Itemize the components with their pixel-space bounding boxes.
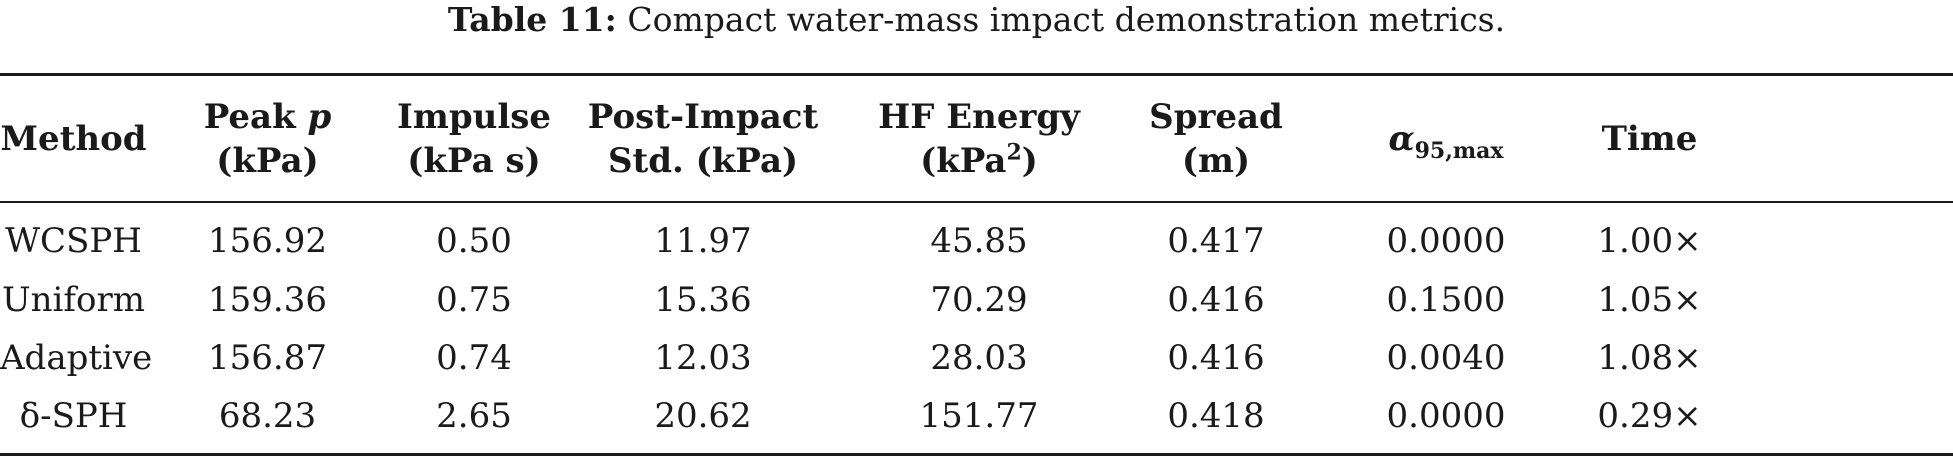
cell-spread: 0.418 (1167, 396, 1265, 436)
header-spread: Spread (m) (1149, 96, 1283, 181)
table-row: WCSPH 156.92 0.50 11.97 45.85 0.417 0.00… (0, 201, 1953, 271)
cell-alpha-max: 0.0000 (1386, 221, 1506, 261)
cell-alpha-max: 0.0040 (1386, 338, 1506, 378)
cell-time: 1.08× (1597, 338, 1702, 378)
header-row: Method Peak p (kPa) Impulse (kPa s) Post… (0, 76, 1953, 201)
table-caption-label: Table 11: (447, 0, 617, 39)
cell-hf-energy: 28.03 (930, 338, 1028, 378)
cell-impulse: 2.65 (436, 396, 512, 436)
cell-time: 1.00× (1597, 221, 1702, 261)
cell-impulse: 0.75 (436, 280, 512, 320)
cell-method: Adaptive (0, 338, 153, 378)
header-post-impact-std: Post-Impact Std. (kPa) (587, 96, 819, 181)
cell-spread: 0.416 (1167, 338, 1265, 378)
header-impulse: Impulse (kPa s) (396, 96, 552, 181)
header-method: Method (0, 118, 147, 159)
cell-method: Uniform (2, 280, 145, 320)
top-rule (0, 73, 1953, 76)
cell-impulse: 0.74 (436, 338, 512, 378)
cell-hf-energy: 45.85 (930, 221, 1028, 261)
header-peak-pressure: Peak p (kPa) (203, 96, 332, 181)
table-caption: Table 11: Compact water-mass impact demo… (0, 0, 1953, 42)
cell-time: 0.29× (1597, 396, 1702, 436)
metrics-table: Method Peak p (kPa) Impulse (kPa s) Post… (0, 76, 1953, 445)
table-row: Uniform 159.36 0.75 15.36 70.29 0.416 0.… (0, 271, 1953, 329)
cell-time: 1.05× (1597, 280, 1702, 320)
table-row: δ-SPH 68.23 2.65 20.62 151.77 0.418 0.00… (0, 387, 1953, 445)
cell-impulse: 0.50 (436, 221, 512, 261)
table-caption-text: Compact water-mass impact demonstration … (627, 0, 1506, 39)
cell-hf-energy: 70.29 (930, 280, 1028, 320)
table-row: Adaptive 156.87 0.74 12.03 28.03 0.416 0… (0, 329, 1953, 387)
header-rule (0, 201, 1953, 203)
cell-peak-pressure: 68.23 (218, 396, 317, 436)
cell-spread: 0.417 (1167, 221, 1265, 261)
cell-peak-pressure: 159.36 (208, 280, 327, 320)
cell-spread: 0.416 (1167, 280, 1265, 320)
cell-post-impact-std: 11.97 (654, 221, 752, 261)
cell-hf-energy: 151.77 (919, 396, 1039, 436)
cell-post-impact-std: 15.36 (654, 280, 752, 320)
cell-method: δ-SPH (19, 396, 128, 436)
header-alpha-max: α95,max (1388, 118, 1504, 164)
cell-peak-pressure: 156.92 (208, 221, 327, 261)
header-hf-energy: HF Energy (kPa2) (878, 96, 1080, 181)
cell-peak-pressure: 156.87 (208, 338, 327, 378)
cell-alpha-max: 0.0000 (1386, 396, 1506, 436)
cell-post-impact-std: 12.03 (654, 338, 752, 378)
bottom-rule (0, 453, 1953, 456)
cell-post-impact-std: 20.62 (654, 396, 752, 436)
cell-method: WCSPH (5, 221, 142, 261)
header-time: Time (1601, 118, 1698, 159)
cell-alpha-max: 0.1500 (1386, 280, 1506, 320)
